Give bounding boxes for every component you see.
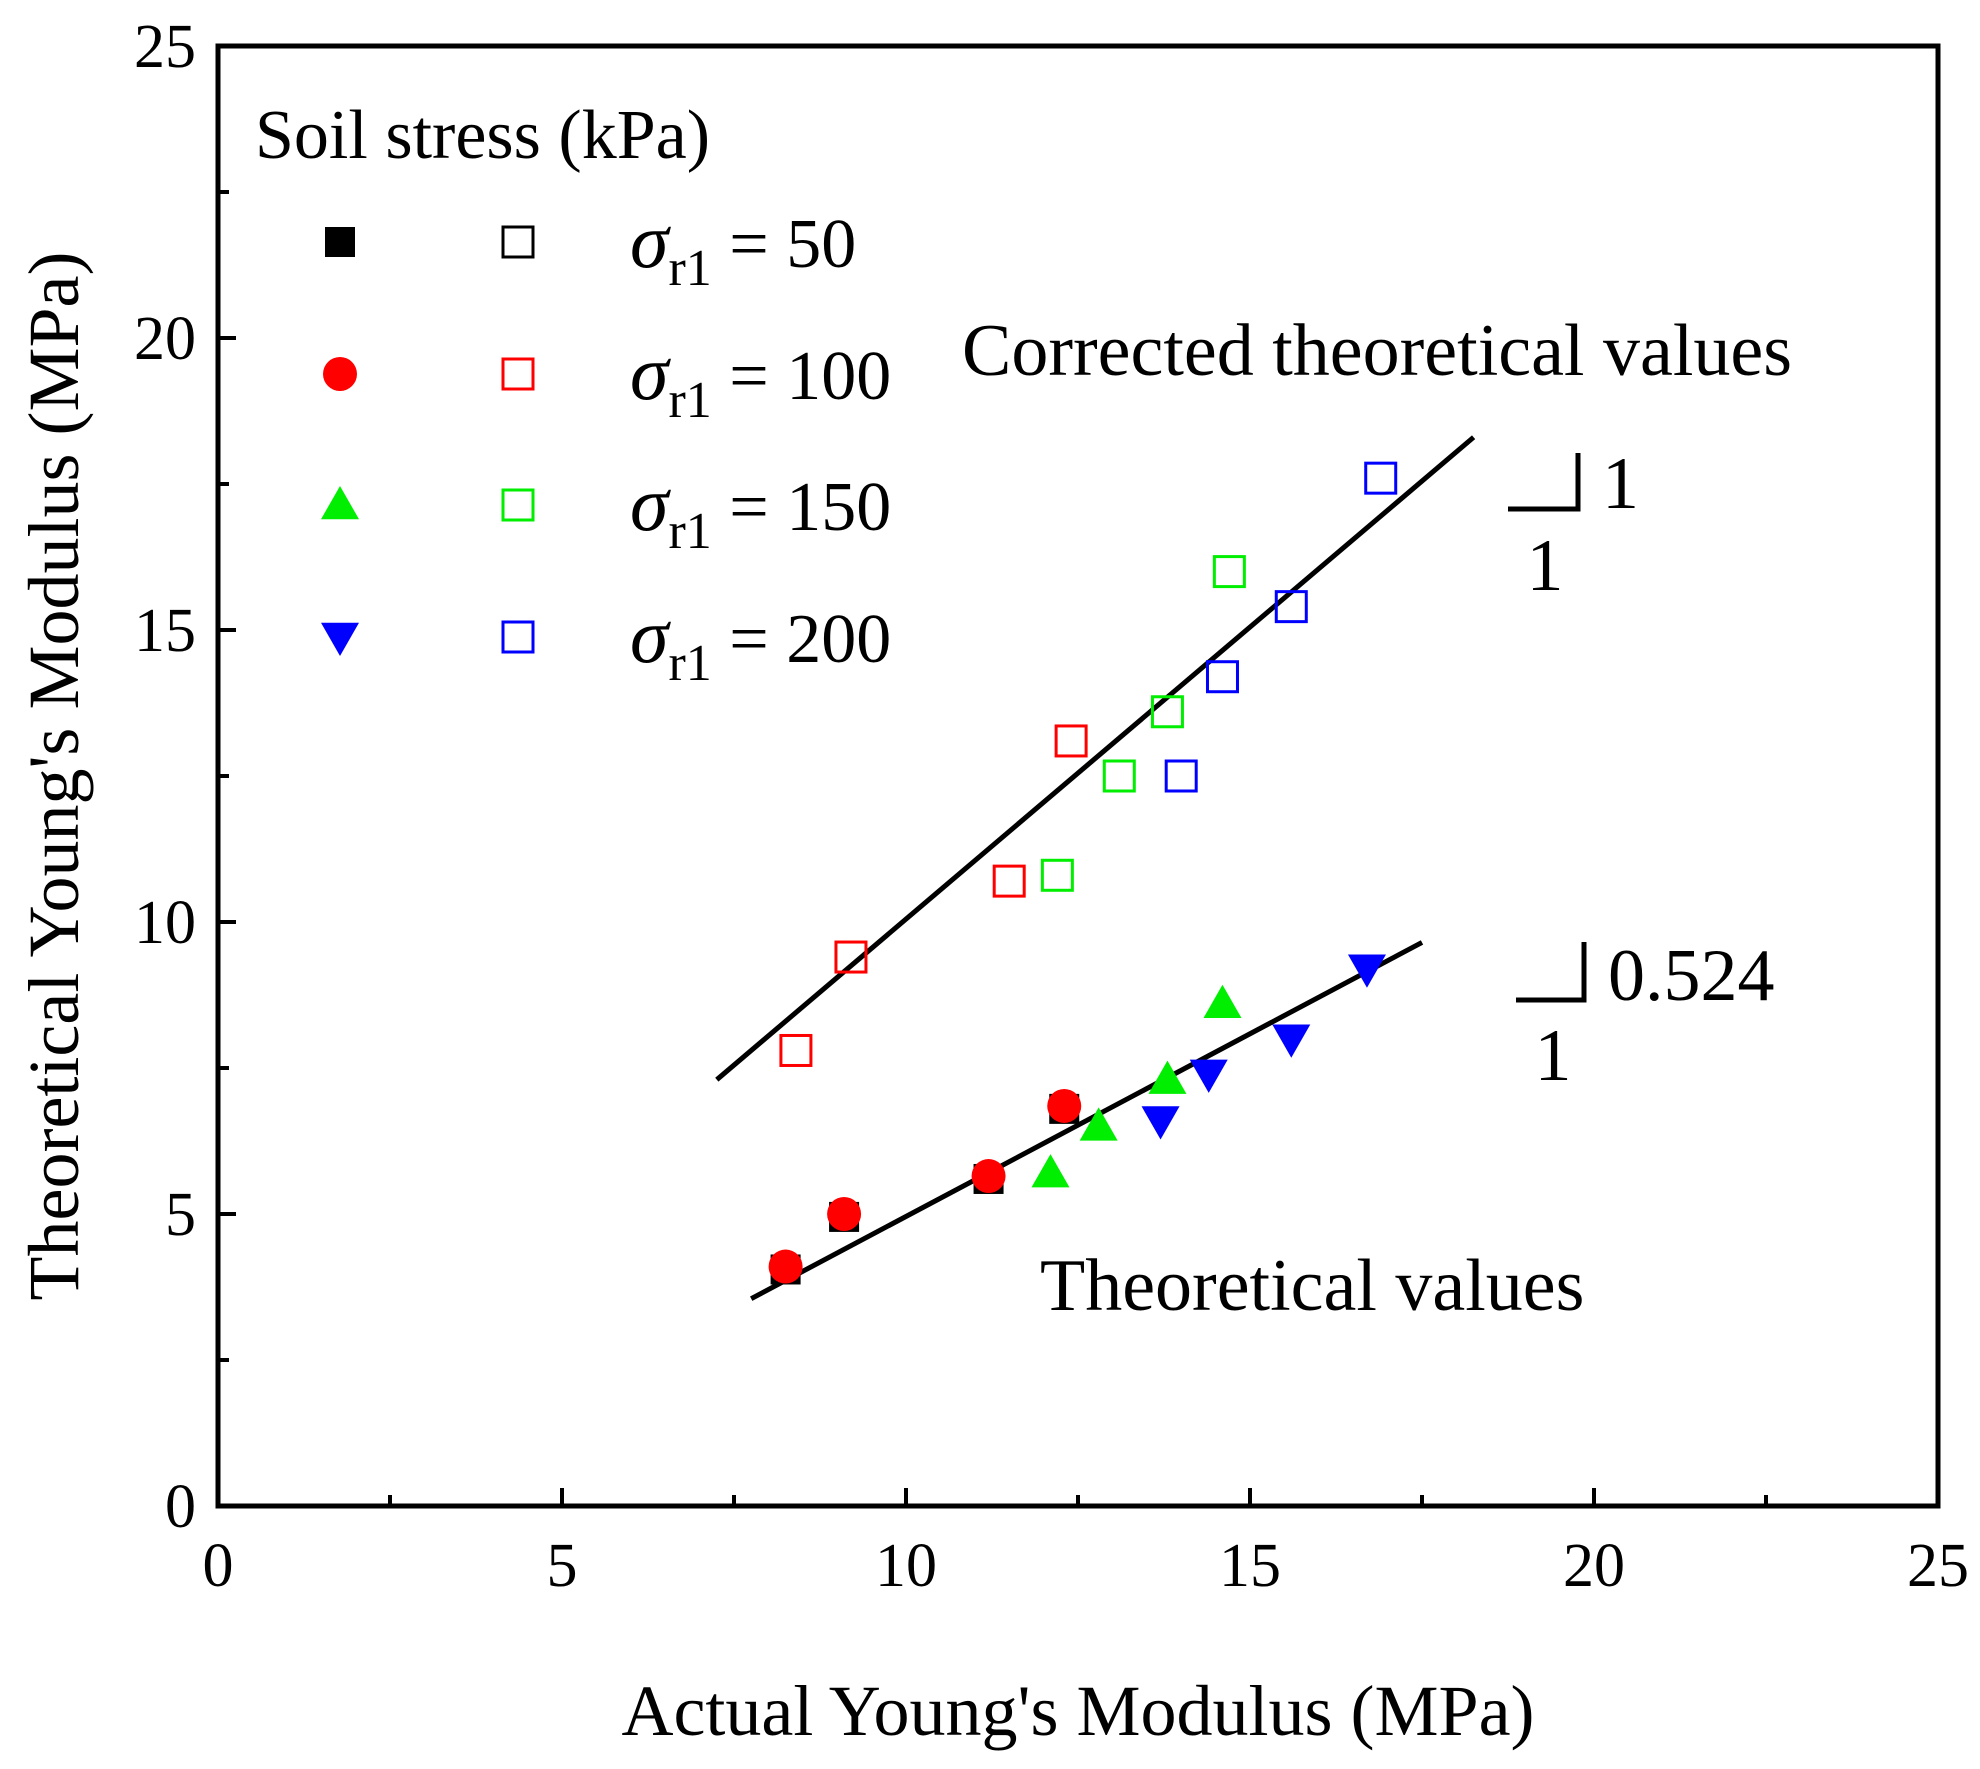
slope-upper-rise: 1	[1602, 443, 1639, 525]
data-point	[992, 864, 1026, 898]
data-point	[1347, 954, 1386, 988]
data-point	[1031, 1154, 1070, 1188]
legend-subscript: r1	[668, 635, 711, 692]
annotations: Corrected theoretical values Theoretical…	[962, 310, 1792, 1327]
legend-open-marker	[501, 488, 535, 522]
legend-label: σr1 = 100	[630, 329, 891, 429]
data-point	[827, 1197, 862, 1231]
plot-area	[215, 43, 1941, 1509]
legend-label: σr1 = 200	[630, 592, 891, 692]
data-point	[1054, 724, 1088, 758]
legend-sigma: σ	[630, 329, 671, 416]
fit-lines	[715, 435, 1476, 1301]
y-tick-label: 0	[165, 1473, 196, 1541]
y-tick-label: 10	[134, 889, 196, 957]
fit-line	[750, 940, 1424, 1301]
y-tick-labels: 0 5 10 15 20 25	[134, 13, 196, 1541]
slope-upper-run: 1	[1527, 525, 1564, 607]
legend-entry: σr1 = 200	[321, 592, 891, 692]
data-point	[1203, 984, 1242, 1019]
legend-value: = 50	[712, 206, 856, 283]
x-tick-label: 0	[203, 1532, 234, 1600]
data-point	[1272, 1024, 1311, 1058]
legend-subscript: r1	[668, 503, 711, 560]
legend-entry: σr1 = 50	[325, 197, 856, 297]
data-point	[1047, 1088, 1082, 1123]
legend-filled-marker	[321, 486, 359, 520]
data-point	[1148, 1060, 1187, 1094]
x-tick-label: 5	[547, 1532, 578, 1600]
x-tick-labels: 0 5 10 15 20 25	[203, 1532, 1970, 1600]
data-point	[779, 1033, 813, 1067]
x-tick-label: 20	[1563, 1532, 1625, 1600]
data-point	[1102, 759, 1136, 793]
data-point	[1164, 759, 1198, 793]
slope-lower-rise: 0.524	[1608, 935, 1775, 1017]
axis-ticks	[216, 44, 1940, 1508]
legend-filled-marker	[323, 357, 357, 391]
legend-sigma: σ	[630, 460, 671, 547]
data-point	[971, 1159, 1006, 1194]
y-tick-label: 20	[134, 305, 196, 373]
legend-title: Soil stress (kPa)	[255, 97, 710, 174]
corrected-values-label: Corrected theoretical values	[962, 310, 1792, 392]
legend-label: σr1 = 150	[630, 460, 891, 560]
data-point	[1274, 590, 1308, 624]
data-point	[1141, 1106, 1180, 1140]
data-point	[1150, 695, 1184, 729]
legend-sigma: σ	[630, 197, 671, 284]
legend-filled-marker	[325, 227, 355, 257]
legend-sigma: σ	[630, 592, 671, 679]
legend-subscript: r1	[668, 240, 711, 297]
legend-value: = 100	[712, 338, 891, 415]
data-point	[1205, 660, 1239, 694]
slope-triangle-lower-lines	[1516, 942, 1587, 1003]
y-axis-title: Theoretical Young's Modulus (MPa)	[14, 252, 94, 1301]
x-tick-label: 25	[1907, 1532, 1969, 1600]
slope-triangle-upper: 1 1	[1508, 443, 1639, 607]
x-axis-title: Actual Young's Modulus (MPa)	[621, 1671, 1534, 1751]
legend-value: = 200	[712, 601, 891, 678]
y-tick-label: 5	[165, 1181, 196, 1249]
y-tick-label: 15	[134, 597, 196, 665]
legend-value: = 150	[712, 469, 891, 546]
data-point	[1040, 858, 1074, 892]
legend-filled-marker	[321, 622, 359, 656]
theoretical-values-label: Theoretical values	[1040, 1245, 1584, 1327]
data-point	[834, 940, 868, 974]
data-point	[1364, 461, 1398, 495]
slope-triangle-upper-lines	[1508, 453, 1581, 512]
legend-entry: σr1 = 100	[323, 329, 891, 429]
legend-entry: σr1 = 150	[321, 460, 891, 560]
y-tick-label: 25	[134, 13, 196, 81]
legend-open-marker	[501, 225, 535, 259]
legend-open-marker	[501, 620, 535, 654]
data-markers	[768, 461, 1398, 1285]
slope-triangle-lower: 0.524 1	[1516, 935, 1775, 1097]
data-point	[1079, 1107, 1118, 1141]
x-tick-label: 10	[875, 1532, 937, 1600]
data-point	[1212, 555, 1246, 589]
x-tick-label: 15	[1219, 1532, 1281, 1600]
data-point	[768, 1249, 803, 1284]
slope-lower-run: 1	[1535, 1015, 1572, 1097]
legend-subscript: r1	[668, 372, 711, 429]
data-point	[1189, 1059, 1228, 1093]
legend-open-marker	[501, 357, 535, 391]
legend-label: σr1 = 50	[630, 197, 856, 297]
